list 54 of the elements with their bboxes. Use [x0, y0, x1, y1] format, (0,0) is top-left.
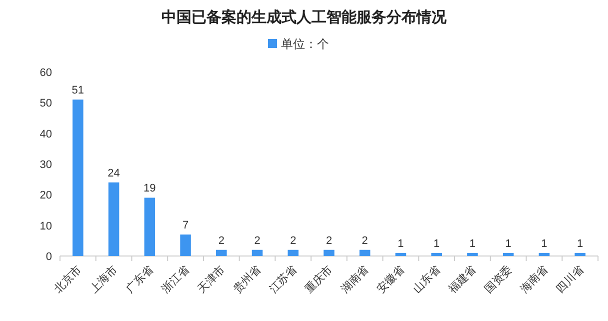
- data-label: 1: [398, 238, 404, 250]
- x-tick-label: 福建省: [446, 262, 479, 296]
- data-label: 51: [72, 84, 84, 97]
- data-label: 7: [182, 220, 189, 232]
- data-label: 2: [326, 234, 332, 247]
- x-tick-label: 江苏省: [266, 262, 300, 296]
- bar: [144, 198, 156, 256]
- x-tick-label: 国资委: [482, 262, 514, 296]
- y-tick-label: 60: [40, 67, 52, 79]
- bar: [108, 182, 120, 256]
- bar: [288, 250, 299, 256]
- y-tick-label: 0: [46, 251, 52, 263]
- data-label: 2: [290, 234, 296, 247]
- x-tick-label: 广东省: [123, 262, 156, 296]
- data-label: 24: [108, 167, 120, 180]
- bar: [359, 250, 370, 256]
- bar: [538, 252, 550, 256]
- x-tick-label: 重庆市: [302, 262, 336, 296]
- y-tick-label: 20: [40, 190, 52, 202]
- legend-label: 单位：个: [281, 37, 329, 51]
- data-label: 19: [144, 182, 156, 195]
- bar: [395, 252, 406, 256]
- data-label: 1: [434, 238, 440, 250]
- y-tick-label: 50: [40, 98, 52, 110]
- bar: [180, 234, 191, 256]
- x-tick-label: 湖南省: [338, 262, 371, 296]
- data-label: 1: [505, 238, 512, 250]
- x-tick-label: 海南省: [518, 262, 550, 296]
- x-tick-label: 浙江省: [159, 262, 192, 296]
- x-tick-label: 北京市: [52, 262, 84, 296]
- y-tick-label: 40: [40, 128, 52, 140]
- x-tick-label: 四川省: [554, 262, 586, 296]
- bar: [431, 252, 442, 256]
- x-tick-label: 天津市: [194, 262, 228, 296]
- data-label: 1: [469, 238, 476, 250]
- y-tick-label: 10: [40, 220, 52, 232]
- data-label: 2: [362, 234, 368, 247]
- bar: [324, 250, 334, 256]
- data-label: 1: [577, 238, 584, 250]
- x-tick-label: 山东省: [410, 262, 443, 296]
- bar: [252, 250, 263, 256]
- bar: [216, 250, 227, 256]
- bar: [72, 100, 84, 256]
- bar: [574, 252, 586, 256]
- x-tick-label: 贵州省: [230, 262, 264, 296]
- bar: [502, 252, 514, 256]
- y-tick-label: 30: [40, 159, 52, 171]
- bar: [467, 252, 478, 256]
- chart-title: 中国已备案的生成式人工智能服务分布情况: [162, 8, 448, 26]
- x-tick-label: 上海市: [87, 262, 120, 296]
- data-label: 2: [254, 234, 260, 247]
- data-label: 2: [218, 234, 224, 247]
- data-label: 1: [541, 238, 548, 250]
- x-tick-label: 安徽省: [374, 262, 407, 296]
